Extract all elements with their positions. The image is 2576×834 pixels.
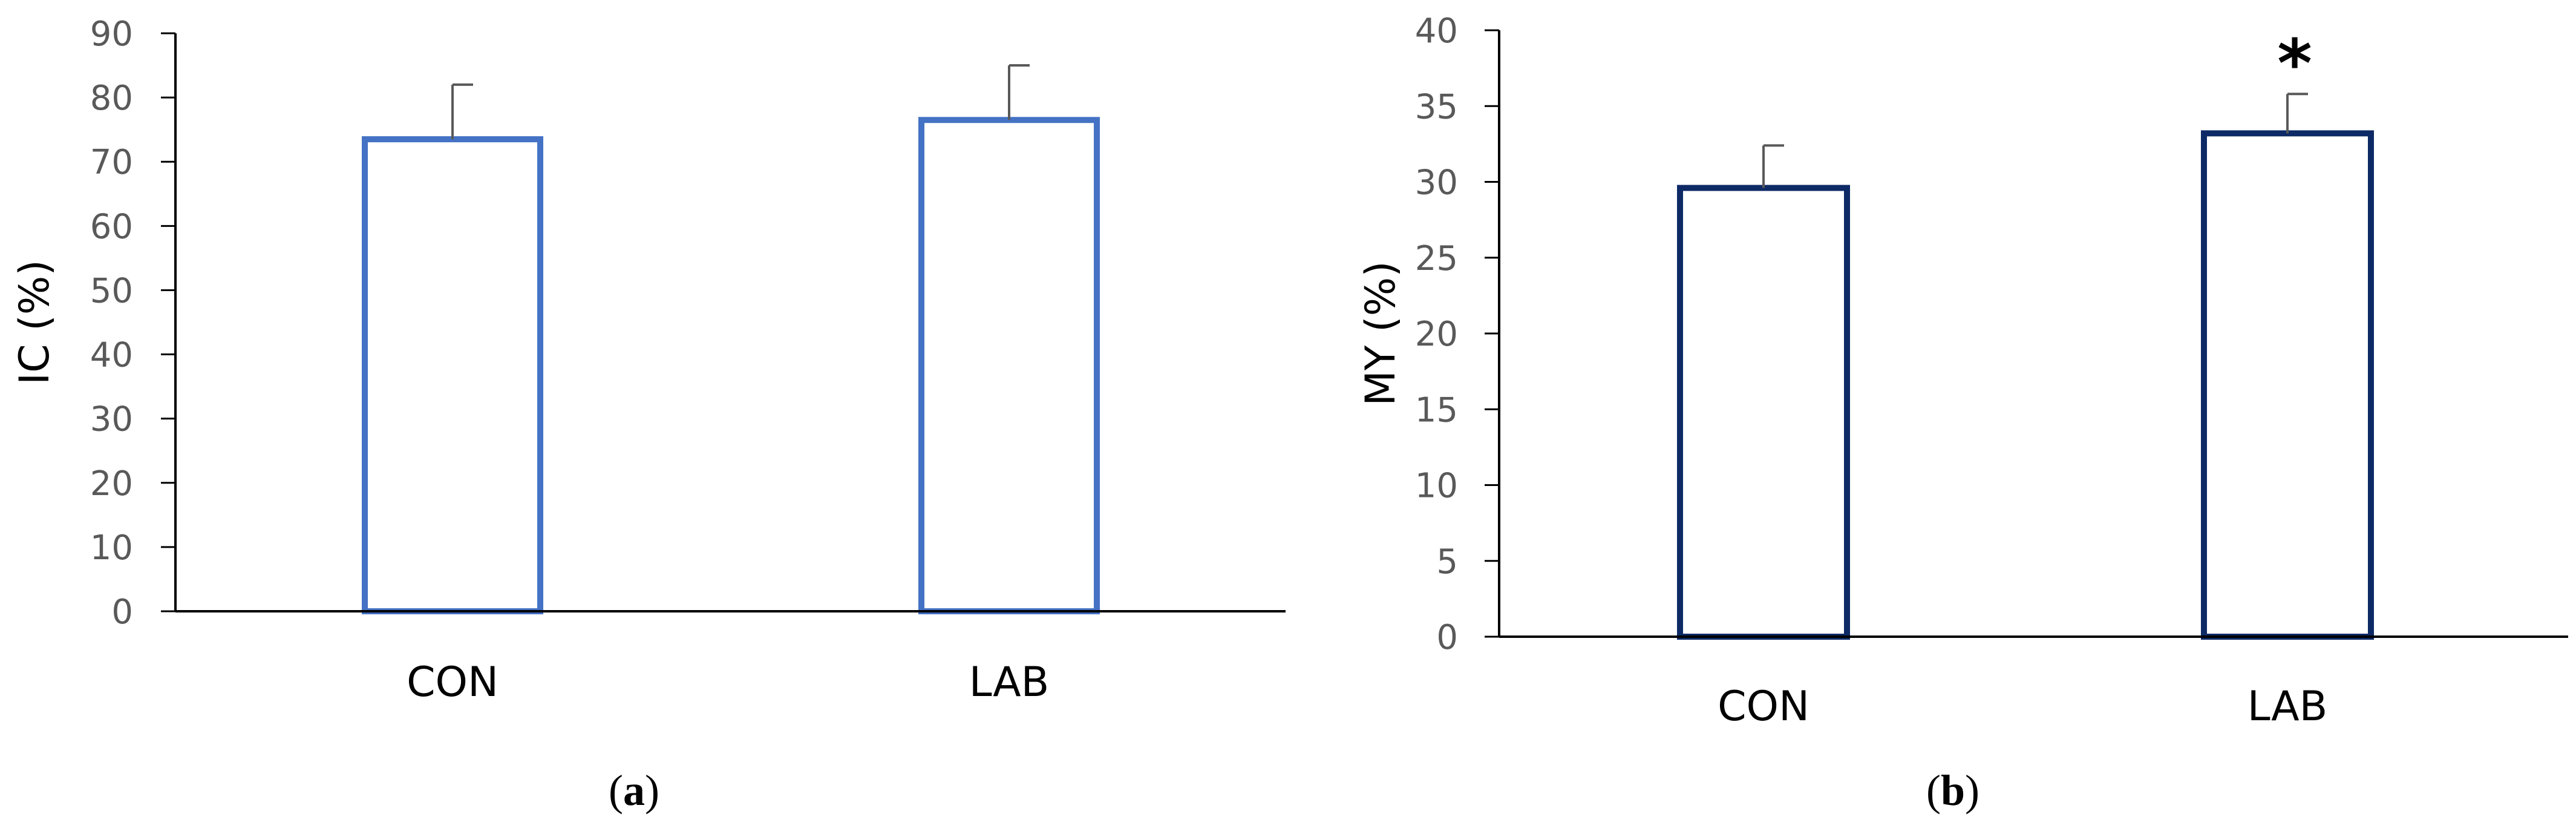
panel-a: 0 10 20 30 40 50 60 70 80 90 IC (%) CON LAB (a) [11, 15, 1286, 815]
y-tick-label: 40 [90, 336, 133, 375]
y-tick-label: 10 [90, 528, 133, 568]
y-tick-label: 30 [90, 400, 133, 439]
y-tick-label: 50 [90, 271, 133, 310]
x-category-label: LAB [969, 658, 1050, 706]
x-category-label: CON [407, 658, 499, 706]
y-tick-label: 80 [90, 79, 133, 118]
bar-lab [918, 117, 1100, 614]
y-tick-label: 70 [90, 143, 133, 182]
y-axis-title: IC (%) [11, 260, 59, 385]
y-tick-label: 25 [1415, 239, 1458, 278]
y-tick-label: 20 [90, 464, 133, 504]
x-category-label: LAB [2247, 683, 2328, 731]
y-tick-label: 0 [1436, 618, 1458, 657]
y-tick-label: 90 [90, 15, 133, 54]
y-tick-label: 35 [1415, 87, 1458, 126]
y-axis-title: MY (%) [1357, 261, 1405, 406]
y-tick-label: 30 [1415, 163, 1458, 203]
caption-paren-close: ) [1965, 766, 1979, 815]
caption-letter: a [623, 766, 645, 815]
y-tick-label: 0 [111, 593, 133, 632]
y-tick-label: 5 [1436, 542, 1458, 582]
bar-con [362, 136, 543, 615]
y-tick-label: 10 [1415, 467, 1458, 506]
significance-marker: * [2277, 25, 2312, 102]
caption-paren-close: ) [645, 766, 659, 815]
bar-con [1677, 185, 1850, 640]
y-tick-label: 15 [1415, 390, 1458, 430]
y-tick-label: 40 [1415, 11, 1458, 51]
panel-caption: (b) [1926, 766, 1979, 815]
panel-b: 0 5 10 15 20 25 30 35 40 MY (%) CON * LAB (b) [1357, 11, 2568, 815]
panel-caption: (a) [609, 766, 659, 815]
y-tick-label: 60 [90, 207, 133, 246]
x-category-label: CON [1718, 683, 1809, 731]
bar-lab [2201, 130, 2374, 640]
y-tick-label: 20 [1415, 315, 1458, 354]
caption-letter: b [1941, 766, 1965, 815]
caption-paren-open: ( [609, 766, 623, 815]
caption-paren-open: ( [1926, 766, 1941, 815]
